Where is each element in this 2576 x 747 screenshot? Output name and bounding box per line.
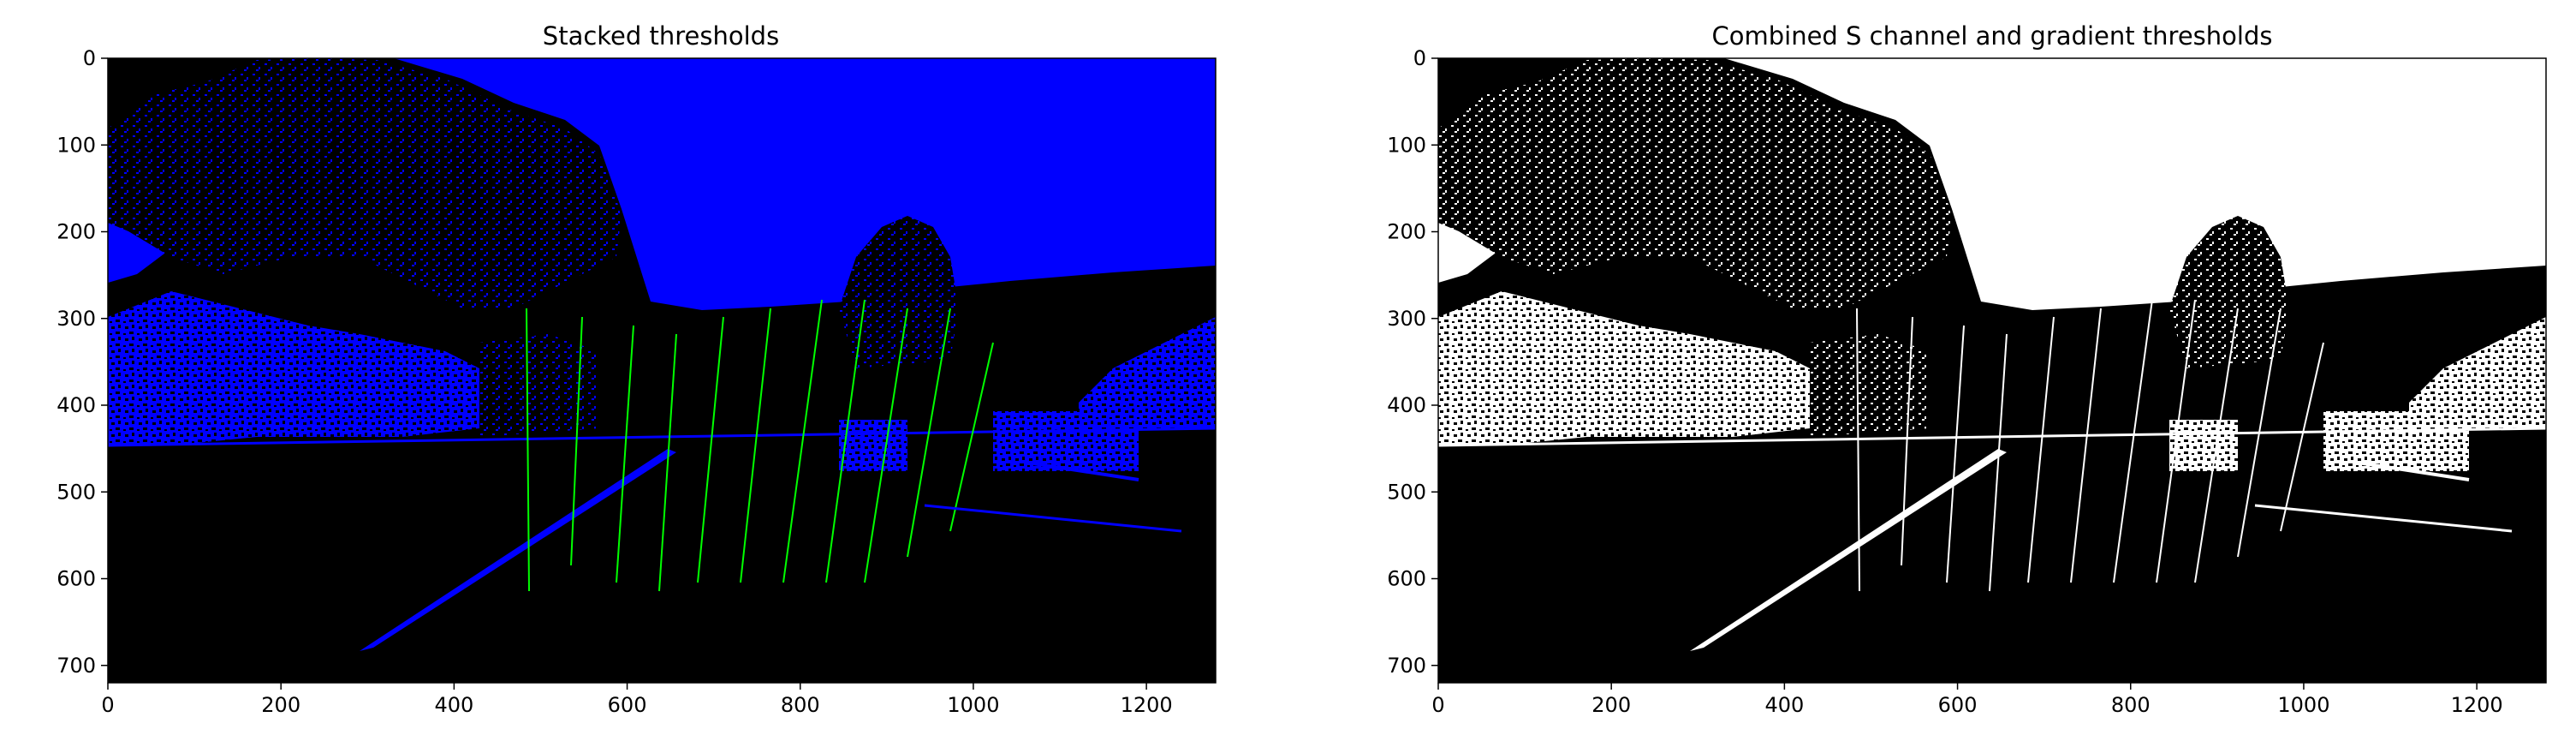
x-tick-label: 0 (101, 693, 114, 717)
x-tick-label: 400 (434, 693, 473, 717)
axes-left: 0 200 400 600 800 1000 1200 0 100 200 300 400 500 600… (57, 46, 1172, 717)
y-tick-label: 700 (1387, 654, 1426, 678)
y-tick-label: 100 (57, 133, 96, 157)
y-tick-label: 200 (57, 220, 96, 244)
y-tick-label: 700 (57, 654, 96, 678)
y-tick-label: 600 (1387, 567, 1426, 591)
y-tick-label: 300 (1387, 307, 1426, 331)
axes-frame (107, 57, 1217, 684)
chart-title: Stacked thresholds (543, 21, 779, 51)
y-tick-label: 0 (1413, 46, 1426, 70)
axes-frame (1437, 57, 2547, 684)
x-tick-label: 600 (1938, 693, 1978, 717)
y-tick-label: 400 (57, 393, 96, 417)
x-tick-label: 400 (1764, 693, 1804, 717)
x-tick-label: 1000 (947, 693, 999, 717)
x-tick-label: 1200 (2451, 693, 2503, 717)
y-tick-label: 100 (1387, 133, 1426, 157)
y-tick-label: 200 (1387, 220, 1426, 244)
stacked-thresholds-panel: Stacked thresholds (57, 21, 1217, 717)
y-tick-label: 500 (57, 480, 96, 504)
x-tick-label: 0 (1431, 693, 1444, 717)
x-tick-label: 1000 (2277, 693, 2329, 717)
y-tick-label: 600 (57, 567, 96, 591)
combined-thresholds-panel: Combined S channel and gradient threshol… (1387, 21, 2547, 717)
y-tick-label: 300 (57, 307, 96, 331)
y-tick-label: 400 (1387, 393, 1426, 417)
chart-title: Combined S channel and gradient threshol… (1712, 21, 2273, 51)
x-tick-label: 200 (1591, 693, 1631, 717)
x-tick-label: 600 (608, 693, 647, 717)
y-tick-label: 500 (1387, 480, 1426, 504)
x-tick-label: 200 (261, 693, 300, 717)
x-tick-label: 1200 (1121, 693, 1173, 717)
y-tick-label: 0 (83, 46, 96, 70)
stacked-threshold-image (107, 58, 1217, 683)
x-tick-label: 800 (781, 693, 820, 717)
combined-threshold-image (1437, 58, 2547, 683)
x-tick-label: 800 (2111, 693, 2151, 717)
axes-right: 0 200 400 600 800 1000 1200 0 100 200 300 400 500 600… (1387, 46, 2502, 717)
